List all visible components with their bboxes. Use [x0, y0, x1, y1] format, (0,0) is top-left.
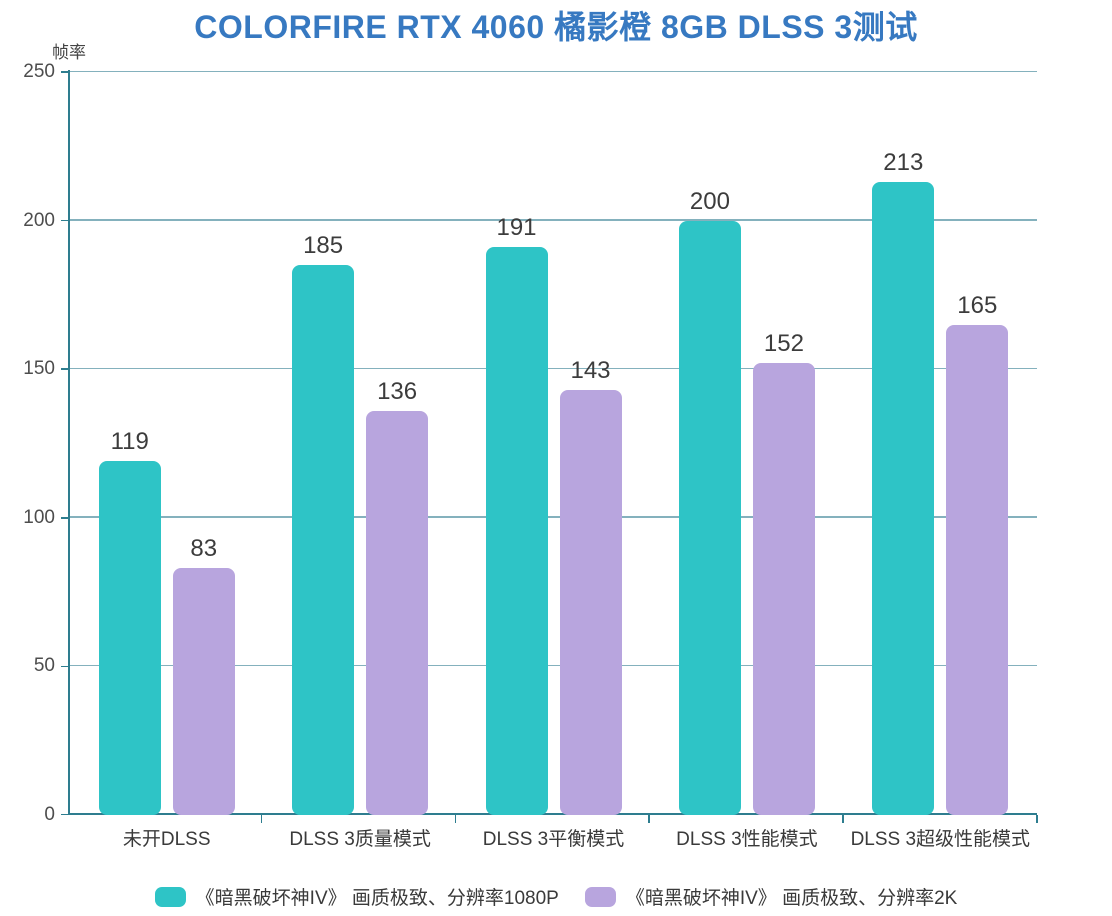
bar-1080p [678, 220, 741, 815]
bar-1080p [98, 461, 161, 815]
bar-group-1: 119 83 未开DLSS [70, 70, 263, 850]
x-tick-mark-5 [1036, 815, 1038, 823]
y-tick-mark-50 [61, 665, 68, 668]
y-tick-mark-150 [61, 368, 68, 370]
bar-2k [752, 363, 815, 815]
bar-2k [946, 324, 1009, 815]
legend-item-1: 《暗黑破坏神IV》 画质极致、分辨率1080P [154, 883, 559, 910]
y-tick-mark-0 [61, 813, 68, 815]
bar-wrap: 213 [872, 70, 935, 815]
gridline-250 [70, 70, 1037, 72]
bar-wrap: 185 [292, 70, 355, 815]
category-label-1: 未开DLSS [122, 829, 211, 850]
plot-area: 0 50 100 150 200 250 119 83 未开DLSS 185 136 DLSS 3质… [23, 61, 1038, 850]
bar-2k [366, 410, 429, 815]
legend-label: 《暗黑破坏神IV》 画质极致、分辨率2K [625, 888, 958, 909]
x-tick-mark-4 [842, 815, 844, 823]
x-tick-mark-2 [454, 815, 457, 823]
bar-value-label: 119 [110, 428, 149, 456]
legend-swatch-icon [584, 886, 616, 907]
bar-1080p [485, 247, 548, 815]
bar-group-3: 191 143 DLSS 3平衡模式 [457, 70, 650, 850]
bar-value-label: 213 [883, 148, 924, 176]
bar-wrap: 152 [752, 70, 815, 815]
bar-wrap: 119 [98, 70, 161, 815]
y-tick-label-0: 0 [44, 804, 55, 825]
category-label-4: DLSS 3性能模式 [676, 829, 818, 850]
y-tick-label-50: 50 [33, 655, 55, 677]
y-axis-line [68, 70, 70, 815]
bar-wrap: 143 [559, 70, 622, 815]
y-axis-unit-label: 帧率 [52, 43, 86, 62]
legend-label: 《暗黑破坏神IV》 画质极致、分辨率1080P [195, 888, 559, 909]
y-tick-mark-100 [61, 517, 68, 519]
y-tick-mark-200 [61, 219, 68, 222]
bar-group-4: 200 152 DLSS 3性能模式 [650, 70, 843, 850]
bar-value-label: 143 [570, 357, 611, 385]
y-tick-label-150: 150 [23, 358, 55, 380]
bar-group-2: 185 136 DLSS 3质量模式 [263, 70, 456, 850]
bar-value-label: 83 [190, 535, 218, 563]
legend: 《暗黑破坏神IV》 画质极致、分辨率1080P 《暗黑破坏神IV》 画质极致、分辨… [0, 883, 1112, 910]
bar-value-label: 200 [689, 187, 730, 215]
gridline-200 [70, 219, 1037, 221]
bar-value-label: 165 [957, 291, 998, 319]
bar-value-label: 191 [496, 214, 537, 242]
y-tick-label-200: 200 [23, 209, 55, 231]
bar-value-label: 185 [303, 232, 344, 260]
category-label-2: DLSS 3质量模式 [289, 829, 431, 850]
x-tick-mark-1 [260, 815, 263, 823]
bar-wrap: 165 [946, 70, 1009, 815]
bar-1080p [292, 265, 355, 815]
gridline-50 [70, 664, 1037, 667]
bar-wrap: 191 [485, 70, 548, 815]
x-tick-mark-3 [648, 815, 650, 823]
x-axis-line [68, 813, 1037, 815]
gridline-100 [70, 516, 1037, 518]
bar-wrap: 200 [678, 70, 741, 815]
legend-swatch-icon [154, 886, 186, 907]
bar-wrap: 83 [172, 70, 235, 815]
bar-2k [172, 568, 235, 815]
bar-value-label: 152 [763, 330, 804, 358]
bar-group-5: 213 165 DLSS 3超级性能模式 [844, 70, 1037, 850]
y-tick-label-250: 250 [23, 61, 55, 82]
bar-groups: 119 83 未开DLSS 185 136 DLSS 3质量模式 191 143 DLSS 3平… [70, 70, 1037, 850]
gridline-150 [70, 367, 1037, 370]
legend-item-2: 《暗黑破坏神IV》 画质极致、分辨率2K [584, 883, 958, 910]
bar-value-label: 136 [377, 377, 418, 405]
y-tick-mark-250 [61, 71, 68, 73]
category-label-5: DLSS 3超级性能模式 [850, 829, 1031, 850]
y-tick-label-100: 100 [23, 506, 55, 528]
category-label-3: DLSS 3平衡模式 [482, 829, 625, 850]
bar-1080p [872, 181, 935, 815]
bar-2k [559, 390, 622, 815]
bar-wrap: 136 [366, 70, 429, 815]
chart-title: COLORFIRE RTX 4060 橘影橙 8GB DLSS 3测试 [194, 9, 918, 45]
